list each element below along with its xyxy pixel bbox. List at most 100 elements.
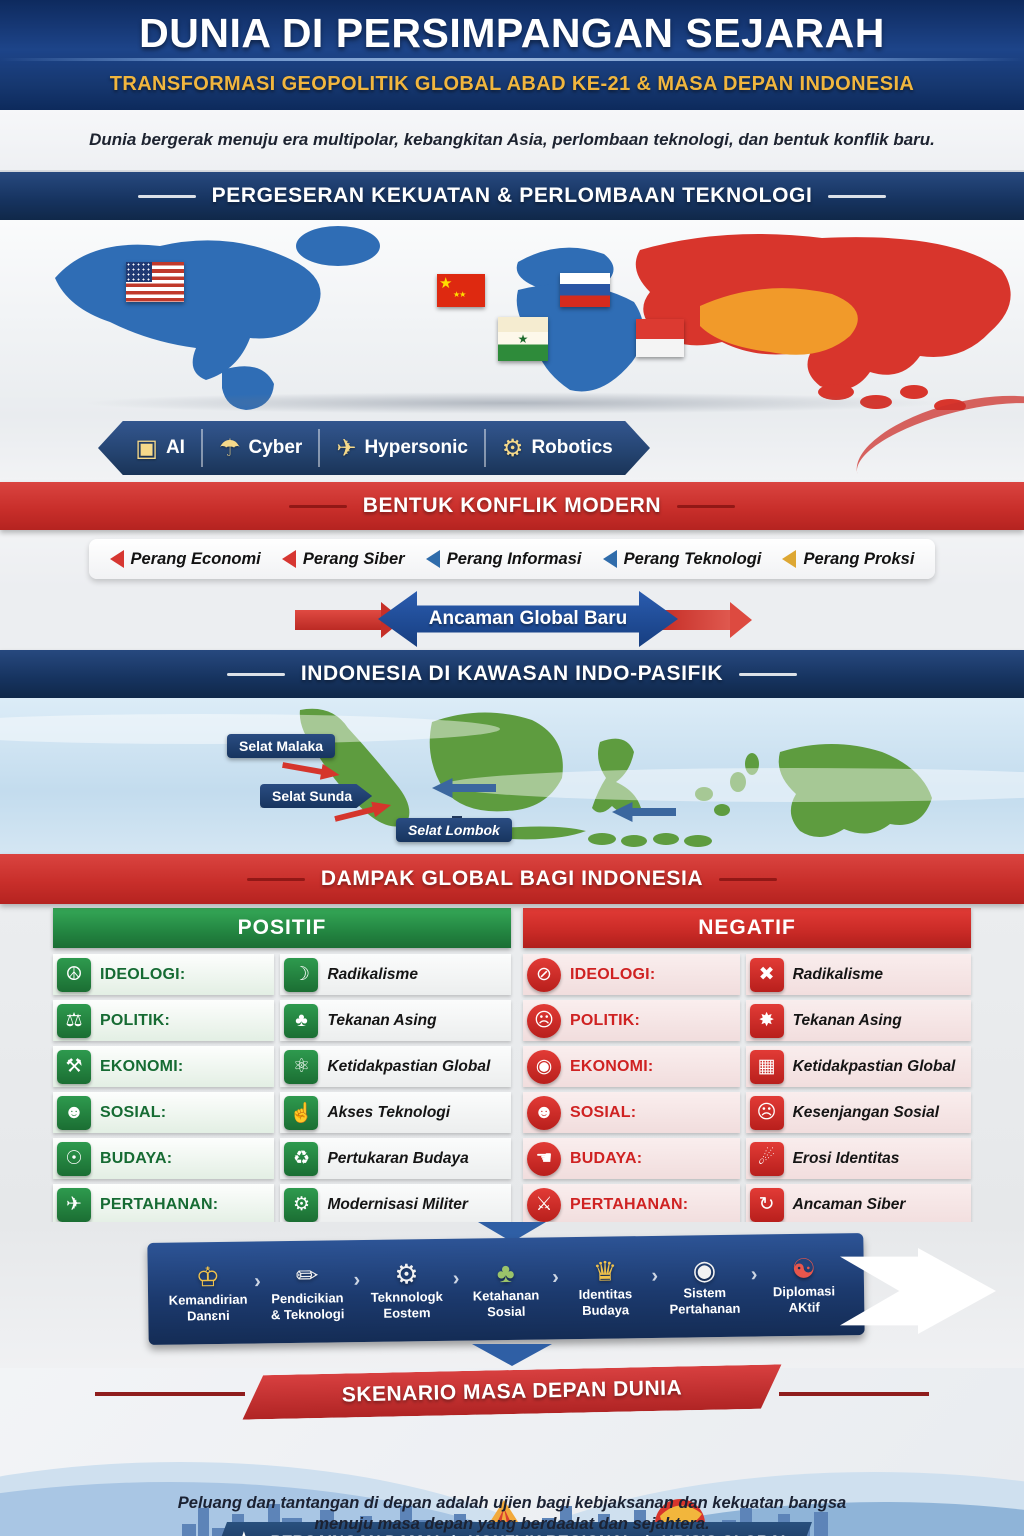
military-modernization-icon: ⚙ [284, 1187, 319, 1222]
flow-item-diplomasi: ☯ Diplomasi AKtif [772, 1254, 836, 1316]
social-icon: ☻ [57, 1095, 91, 1130]
banner-line [226, 672, 285, 676]
conflict-strip: Perang Economi Perang Siber Perang Infor… [0, 530, 1024, 588]
chevron-right-icon: › [254, 1269, 262, 1293]
banner-line [288, 504, 347, 508]
section-banner-conflict: BENTUK KONFLIK MODERN [0, 482, 1024, 530]
category-cell: ◉ EKONOMI: [523, 1046, 740, 1087]
impact-table: POSITIF ☮ IDEOLOGI: ☽ Radikalisme ⚖ POLI… [0, 904, 1024, 1225]
footer-text: menuju masa depan yang berdaalat dan sej… [314, 1515, 710, 1533]
scenario-section: SKENARIO MASA DEPAN DUNIA [0, 1368, 1024, 1418]
ai-monitor-icon: ▣ [135, 434, 158, 462]
strait-label-sunda: Selat Sunda [260, 784, 373, 808]
scenario-item: KONFLIK REGIONAL [468, 1533, 633, 1536]
global-uncertainty-icon: ⚛ [284, 1049, 319, 1084]
separator: | [645, 1533, 650, 1536]
tech-bar-row: ▣ AI ☂ Cyber ✈ Hypersonic ⚙ Robotics [0, 376, 1024, 518]
value-cell: ⚙ Modernisasi Militer [280, 1184, 511, 1225]
strategy-flow: ♔ Kemandirian Danɛni › ✏ Pendicikian & T… [0, 1222, 1024, 1368]
section-title-impact: DAMPAK GLOBAL BAGI INDONESIA [320, 867, 704, 890]
value-cell: ▦ Ketidakpastian Global [745, 1046, 971, 1087]
conflict-item-proxy: Perang Proksi [782, 550, 914, 569]
tech-bar: ▣ AI ☂ Cyber ✈ Hypersonic ⚙ Robotics [98, 421, 650, 475]
banner-line [677, 504, 736, 508]
value-cell: ☝ Akses Teknologi [280, 1092, 511, 1133]
category-cell: ☻ SOSIAL: [523, 1092, 740, 1133]
flow-item-teknologi: ⚙ Teknnologk Eostem [370, 1259, 443, 1321]
threat-arrow-label: Ancaman Global Baru [428, 608, 628, 629]
flow-band: ♔ Kemandirian Danɛni › ✏ Pendicikian & T… [147, 1233, 865, 1345]
global-uncertainty-icon: ▦ [749, 1049, 784, 1084]
banner-line [137, 194, 196, 198]
scenario-item: PERSAINGAN DAMAI [271, 1533, 440, 1536]
conflict-item-information: Perang Informasi [425, 550, 581, 569]
tech-label: Cyber [248, 437, 303, 458]
flow-item-pertahanan: ◉ Sistem Pertahanan [669, 1255, 741, 1317]
section-title-indopacific: INDONESIA DI KAWASAN INDO-PASIFIK [300, 662, 724, 685]
category-cell: ✈ PERTAHANAN: [53, 1184, 275, 1225]
intro-text: Dunia bergerak menuju era multipolar, ke… [89, 130, 935, 149]
table-row: ☚ BUDAYA: ☄ Erosi Identitas [523, 1138, 971, 1179]
scenario-ribbon: SKENARIO MASA DEPAN DUNIA [242, 1364, 783, 1419]
foreign-pressure-icon: ♣ [284, 1003, 319, 1038]
table-row: ☻ SOSIAL: ☝ Akses Teknologi [53, 1092, 511, 1133]
conflict-bar: Perang Economi Perang Siber Perang Infor… [89, 539, 935, 579]
table-row: ☹ POLITIK: ✸ Tekanan Asing [523, 1000, 971, 1041]
tech-item-cyber: ☂ Cyber [200, 429, 318, 467]
value-cell: ✸ Tekanan Asing [745, 1000, 971, 1041]
flow-item-identitas: ♛ Identitas Budaya [578, 1256, 633, 1318]
statue-icon: ♔ [195, 1262, 221, 1293]
leaves-icon: ♣ [496, 1258, 515, 1289]
flow-item-pendidikan: ✏ Pendicikian & Teknologi [270, 1261, 345, 1323]
ideology-banned-icon: ⊘ [527, 957, 561, 992]
tech-label: Hypersonic [364, 437, 468, 458]
intro-strip: Dunia bergerak menuju era multipolar, ke… [0, 110, 1024, 172]
ribbon-line [779, 1392, 929, 1396]
value-cell: ☹ Kesenjangan Sosial [745, 1092, 971, 1133]
gears-globe-icon: ⚙ [394, 1259, 419, 1290]
left-triangle-icon [109, 550, 124, 568]
threat-arrow: Ancaman Global Baru [378, 591, 678, 647]
left-triangle-icon [281, 550, 296, 568]
map-shadow [80, 392, 944, 414]
value-cell: ☽ Radikalisme [280, 954, 511, 995]
chevron-right-icon: › [551, 1265, 559, 1288]
header: DUNIA DI PERSIMPANGAN SEJARAH TRANSFORMA… [0, 0, 1024, 110]
wave-streak [444, 768, 1024, 802]
ideology-icon: ☮ [57, 957, 91, 992]
chevron-right-icon: › [452, 1267, 460, 1290]
value-cell: ☄ Erosi Identitas [745, 1138, 971, 1179]
cyber-dome-icon: ☂ [218, 434, 241, 462]
social-icon: ☻ [527, 1095, 561, 1130]
banner-line [828, 194, 887, 198]
positive-column: POSITIF ☮ IDEOLOGI: ☽ Radikalisme ⚖ POLI… [53, 908, 511, 1225]
cyber-threat-icon: ↻ [749, 1187, 784, 1222]
world-map [55, 226, 1011, 413]
threat-arrow-row: Ancaman Global Baru [0, 588, 1024, 650]
tech-item-hypersonic: ✈ Hypersonic [318, 429, 484, 467]
table-row: ⊘ IDEOLOGI: ✖ Radikalisme [523, 954, 971, 995]
future-banner: ★ PERSAINGAN DAMAI | KONFLIK REGIONAL | … [212, 1522, 812, 1536]
tech-label: AI [165, 437, 185, 458]
foreign-pressure-icon: ✸ [749, 1003, 784, 1038]
page-title: DUNIA DI PERSIMPANGAN SEJARAH [139, 10, 885, 56]
table-row: ⚒ EKONOMI: ⚛ Ketidakpastian Global [53, 1046, 511, 1087]
ribbon-line [95, 1392, 245, 1396]
technology-access-icon: ☝ [284, 1095, 319, 1130]
category-cell: ☚ BUDAYA: [523, 1138, 740, 1179]
table-row: ⚔ PERTAHANAN: ↻ Ancaman Siber [523, 1184, 971, 1225]
conflict-item-technology: Perang Teknologi [602, 550, 761, 569]
conflict-item-economy: Perang Economi [109, 550, 261, 569]
section-title-conflict: BENTUK KONFLIK MODERN [362, 494, 662, 517]
negative-column: NEGATIF ⊘ IDEOLOGI: ✖ Radikalisme ☹ POLI… [523, 908, 971, 1225]
separator: | [451, 1533, 456, 1536]
defense-icon: ⚔ [527, 1187, 561, 1222]
india-flag-icon: ★ [498, 317, 548, 361]
culture-exchange-icon: ♻ [284, 1141, 319, 1176]
section-banner-impact: DAMPAK GLOBAL BAGI INDONESIA [0, 854, 1024, 904]
table-row: ☻ SOSIAL: ☹ Kesenjangan Sosial [523, 1092, 971, 1133]
banner-line [719, 877, 778, 881]
category-cell: ⚔ PERTAHANAN: [523, 1184, 740, 1225]
table-row: ◉ EKONOMI: ▦ Ketidakpastian Global [523, 1046, 971, 1087]
culture-icon: ☚ [527, 1141, 561, 1176]
